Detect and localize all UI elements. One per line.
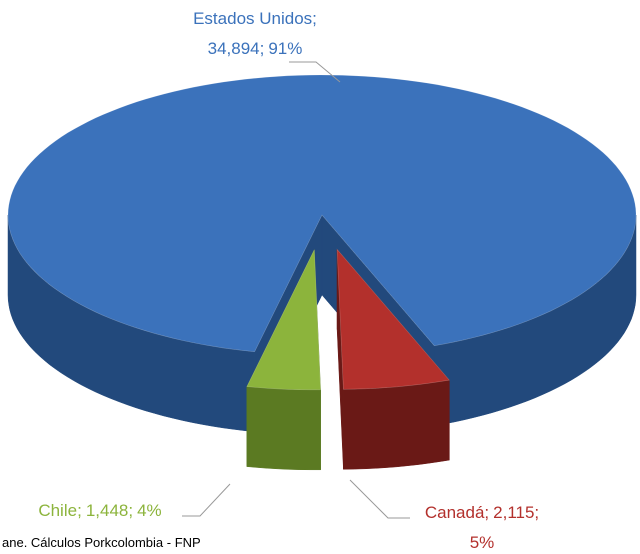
data-label: Canadá; 2,115; xyxy=(425,503,539,522)
label-part: 34,894 xyxy=(208,39,260,58)
leader-line xyxy=(289,61,341,83)
slice-side xyxy=(343,379,450,470)
label-part: 2,115 xyxy=(493,503,534,522)
label-part: ; xyxy=(77,501,82,520)
label-part: 5% xyxy=(470,533,495,552)
label-part: Estados Unidos xyxy=(193,9,312,28)
label-part: Canadá xyxy=(425,503,485,522)
data-label: Estados Unidos; xyxy=(193,9,317,28)
leader-line xyxy=(182,483,231,517)
label-part: 1,448 xyxy=(86,501,129,520)
label-part: Chile xyxy=(38,501,77,520)
slice xyxy=(336,248,450,390)
slice-side xyxy=(246,386,321,471)
leader-line xyxy=(349,479,410,519)
data-label: 34,894; 91% xyxy=(208,39,303,58)
slice xyxy=(246,249,321,391)
label-part: ; xyxy=(484,503,489,522)
label-part: ; xyxy=(312,9,317,28)
source-note: ane. Cálculos Porkcolombia - FNP xyxy=(2,535,201,550)
label-part: ; xyxy=(534,503,539,522)
label-part: ; xyxy=(128,501,133,520)
data-label: 5% xyxy=(470,533,495,552)
labels: Estados Unidos;34,894; 91%Canadá; 2,115;5%… xyxy=(38,9,539,552)
label-part: ; xyxy=(260,39,265,58)
data-label: Chile; 1,448; 4% xyxy=(38,501,161,520)
label-part: 91% xyxy=(268,39,302,58)
label-part: 4% xyxy=(137,501,162,520)
slice xyxy=(7,74,637,353)
pie xyxy=(7,74,637,471)
